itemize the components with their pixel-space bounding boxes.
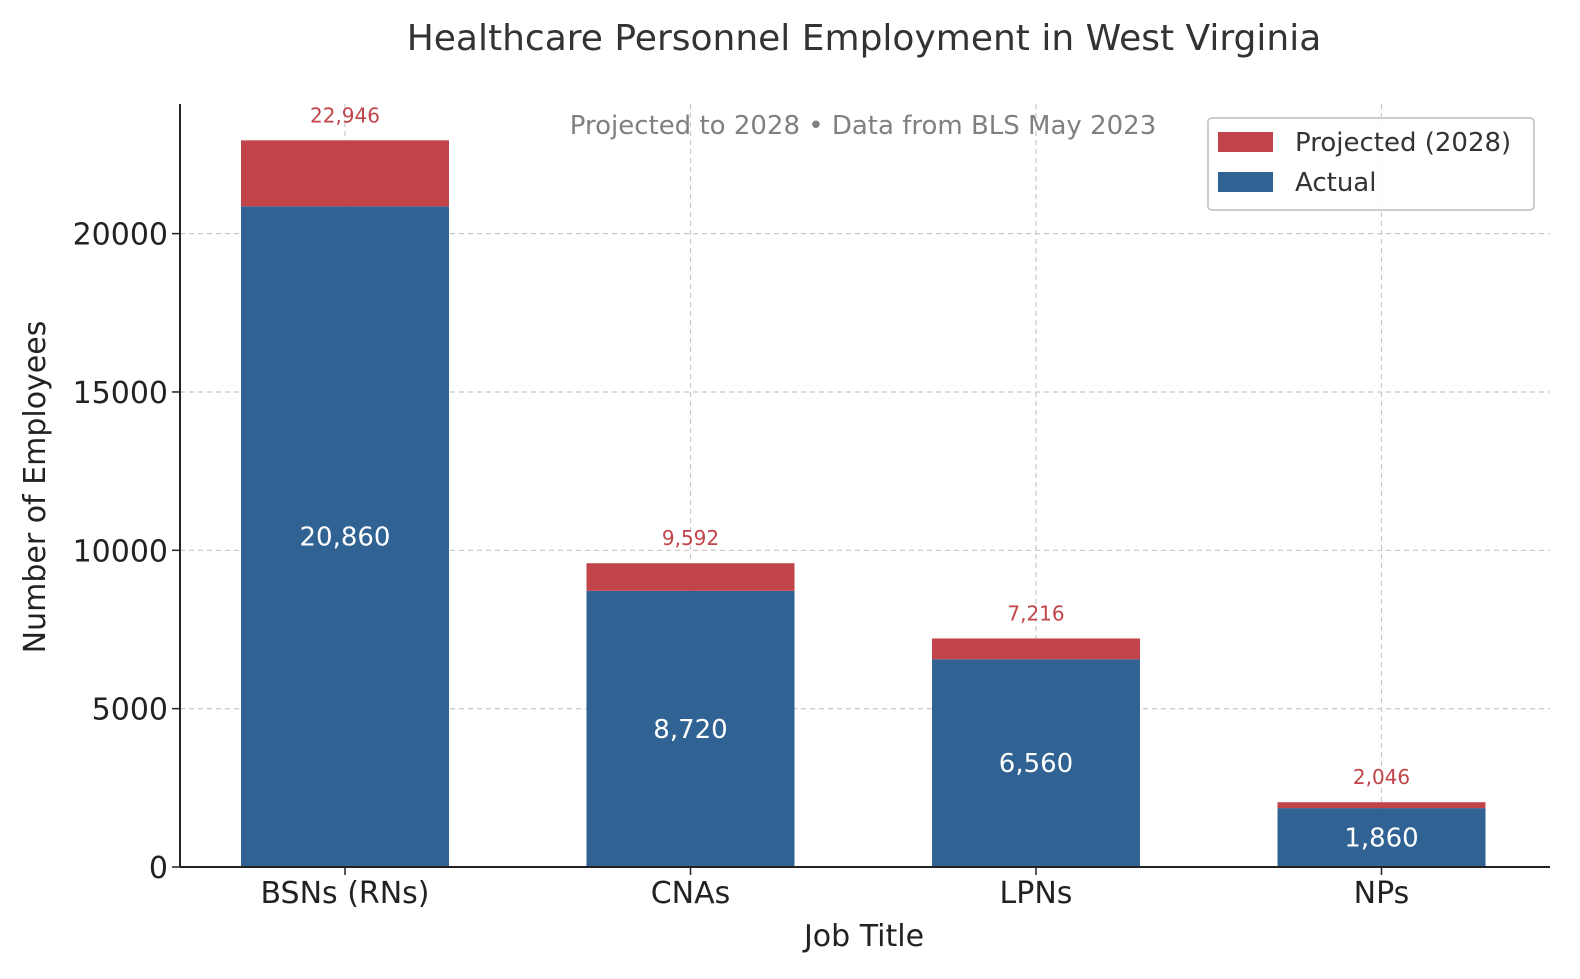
x-tick-label: LPNs	[1000, 876, 1073, 911]
data-label-projected-total: 9,592	[662, 526, 719, 550]
bar-actual	[241, 206, 449, 867]
chart-subtitle: Projected to 2028 • Data from BLS May 20…	[570, 111, 1157, 141]
bars	[241, 140, 1486, 867]
legend-frame	[1207, 117, 1535, 211]
legend-label-actual: Actual	[1295, 168, 1376, 198]
y-axis-label: Number of Employees	[18, 321, 53, 654]
bar-projected	[932, 638, 1140, 660]
bar-projected	[586, 563, 795, 591]
y-tick-label: 10000	[73, 534, 168, 569]
y-tick-label: 15000	[73, 376, 168, 411]
data-label-projected-total: 2,046	[1353, 765, 1410, 789]
chart-title: Healthcare Personnel Employment in West …	[407, 18, 1322, 59]
y-ticks: 0 5000 10000 15000 20000	[73, 218, 180, 886]
bar-projected	[1277, 802, 1486, 809]
legend-label-projected: Projected (2028)	[1295, 128, 1511, 158]
bar-projected	[241, 140, 449, 207]
legend-swatch-actual	[1218, 172, 1273, 192]
data-label-actual: 6,560	[999, 749, 1073, 779]
data-label-projected-total: 22,946	[310, 103, 380, 127]
bar-actual	[586, 590, 795, 867]
axes	[179, 104, 1550, 868]
data-label-projected-total: 7,216	[1007, 601, 1064, 625]
x-tick-label: NPs	[1354, 876, 1410, 911]
y-tick-label: 5000	[92, 693, 168, 728]
y-tick-label: 0	[149, 851, 168, 886]
legend: Projected (2028) Actual	[1207, 117, 1535, 211]
bar-actual	[1277, 808, 1486, 867]
x-axis-label: Job Title	[802, 919, 924, 954]
data-labels: 20,860 22,946 8,720 9,592 6,560 7,216 1,860 2,0…	[300, 103, 1419, 853]
data-label-actual: 8,720	[653, 715, 727, 745]
data-label-actual: 20,860	[300, 523, 391, 553]
data-label-actual: 1,860	[1344, 824, 1418, 854]
x-tick-label: CNAs	[651, 876, 731, 911]
legend-swatch-projected	[1218, 132, 1273, 152]
y-tick-label: 20000	[73, 218, 168, 253]
bar-actual	[932, 659, 1140, 867]
x-ticks: BSNs (RNs) CNAs LPNs NPs	[260, 867, 1409, 911]
x-tick-label: BSNs (RNs)	[260, 876, 429, 911]
